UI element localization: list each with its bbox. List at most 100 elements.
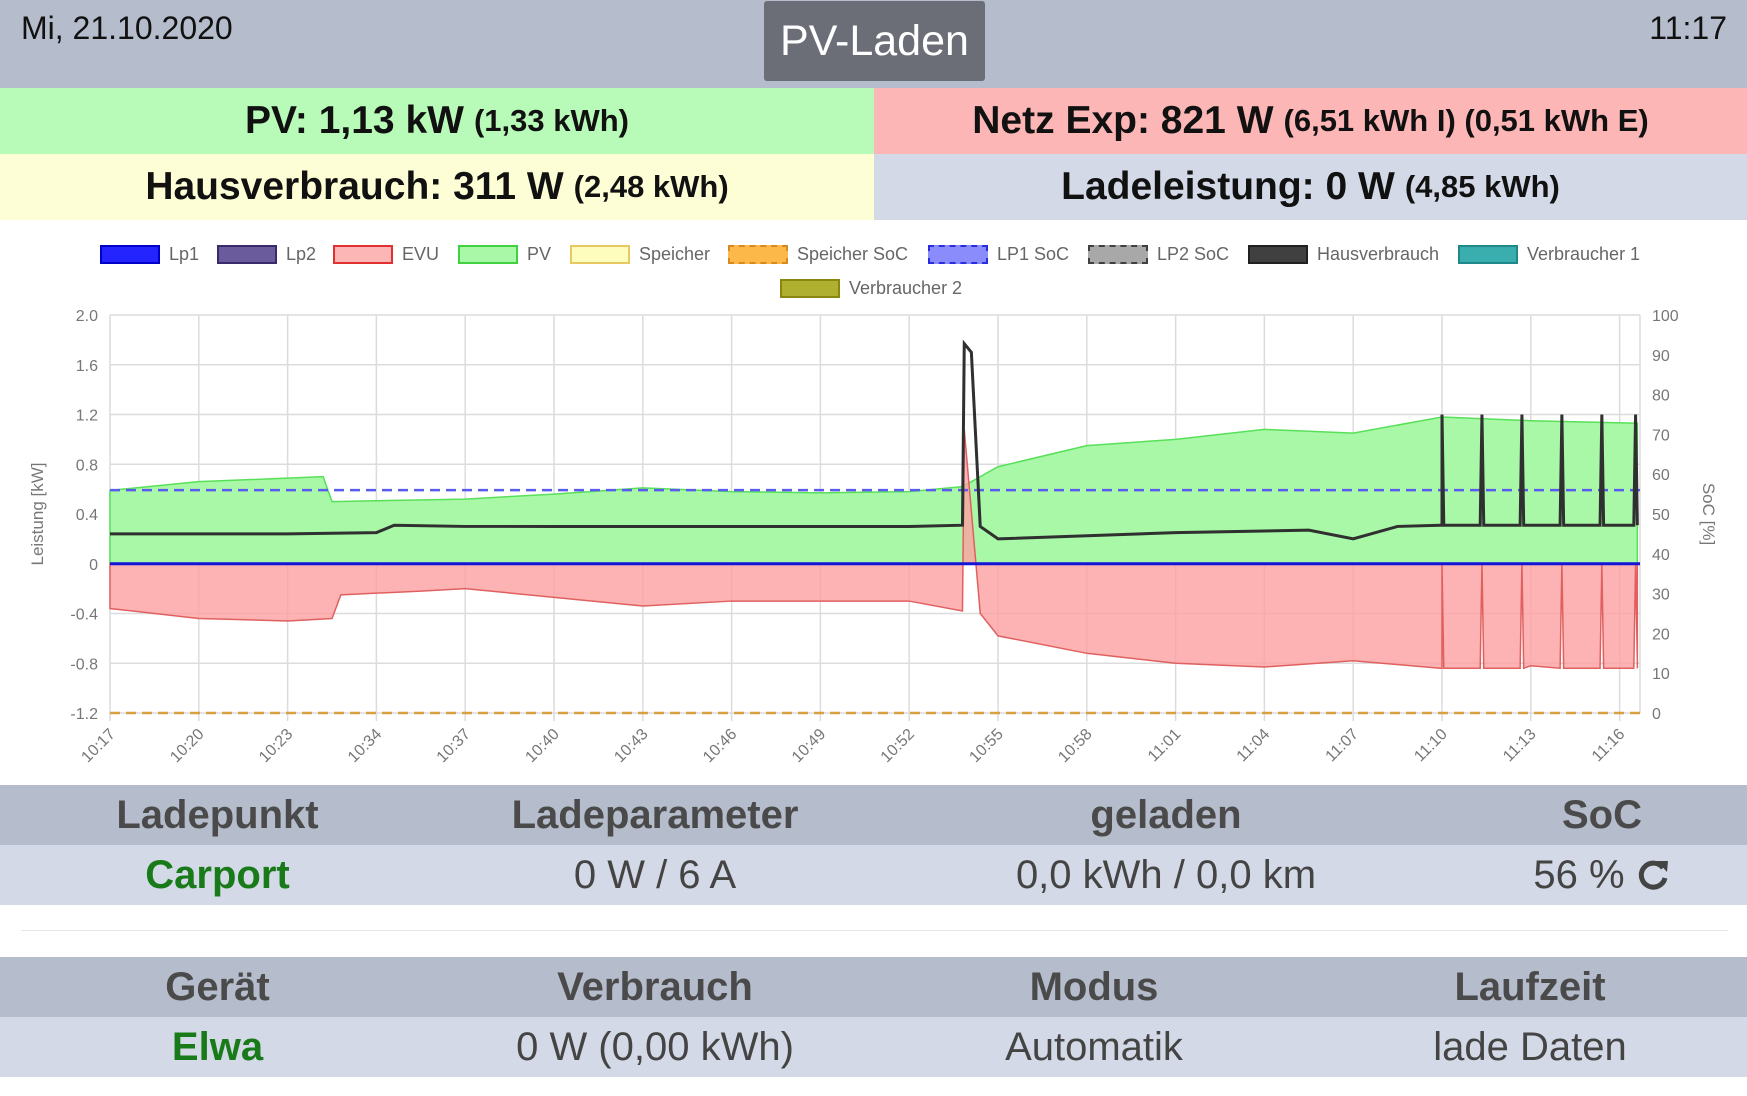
legend-swatch <box>780 279 840 298</box>
chargepoint-table-header: Ladepunkt Ladeparameter geladen SoC <box>0 785 1747 845</box>
legend-item[interactable]: LP2 SoC <box>1088 244 1229 265</box>
charged-amount: 0,0 kWh / 0,0 km <box>1015 852 1317 897</box>
legend-label: Hausverbrauch <box>1317 244 1440 264</box>
y-tick-label-right: 90 <box>1652 348 1670 365</box>
y-tick-label-right: 70 <box>1652 427 1670 444</box>
chargepoint-name[interactable]: Carport <box>145 852 290 897</box>
y-tick-label-left: 2.0 <box>76 308 98 325</box>
charge-power: Ladeleistung: 0 W <box>1061 165 1395 208</box>
device-row: Elwa 0 W (0,00 kWh) Automatik lade Daten <box>0 1017 1747 1077</box>
x-tick-label: 10:46 <box>700 726 740 766</box>
legend-item[interactable]: PV <box>458 244 551 265</box>
legend-item[interactable]: Verbraucher 2 <box>780 278 962 299</box>
x-tick-label: 11:10 <box>1411 726 1451 766</box>
x-tick-label: 11:04 <box>1234 726 1274 766</box>
chargepoint-row: Carport 0 W / 6 A 0,0 kWh / 0,0 km 56 % <box>0 845 1747 905</box>
legend-item[interactable]: EVU <box>333 244 439 265</box>
pv-summary: PV: 1,13 kW (1,33 kWh) <box>0 88 874 154</box>
current-date: Mi, 21.10.2020 <box>21 10 233 46</box>
chargepoint-table: Ladepunkt Ladeparameter geladen SoC Carp… <box>0 785 1747 905</box>
y-tick-label-right: 60 <box>1652 467 1670 484</box>
legend-item[interactable]: Speicher <box>570 244 710 265</box>
legend-swatch <box>728 245 788 264</box>
header-soc: SoC <box>1562 792 1642 837</box>
y-tick-label-right: 0 <box>1652 706 1661 723</box>
y-axis-title-right: SoC [%] <box>1699 483 1718 545</box>
legend-swatch <box>1248 245 1308 264</box>
house-power: Hausverbrauch: 311 W <box>145 165 564 208</box>
section-divider <box>21 930 1728 931</box>
y-tick-label-right: 80 <box>1652 388 1670 405</box>
legend-item[interactable]: Lp1 <box>100 244 199 265</box>
legend-label: Lp1 <box>169 244 200 264</box>
header-laufzeit: Laufzeit <box>1454 964 1606 1009</box>
y-tick-label-right: 10 <box>1652 666 1670 683</box>
y-tick-label-right: 100 <box>1652 308 1679 325</box>
refresh-icon[interactable] <box>1635 857 1671 893</box>
legend-item[interactable]: Lp2 <box>217 244 316 265</box>
x-tick-label: 10:40 <box>522 726 562 766</box>
device-consumption: 0 W (0,00 kWh) <box>516 1024 794 1069</box>
soc-cell: 56 % <box>1457 853 1747 898</box>
device-table-header: Gerät Verbrauch Modus Laufzeit <box>0 957 1747 1017</box>
house-summary: Hausverbrauch: 311 W (2,48 kWh) <box>0 154 874 220</box>
legend-swatch <box>570 245 630 264</box>
x-tick-label: 11:07 <box>1323 726 1363 766</box>
x-tick-label: 10:49 <box>789 726 829 766</box>
x-tick-label: 11:13 <box>1500 726 1540 766</box>
device-name[interactable]: Elwa <box>171 1024 264 1069</box>
x-tick-label: 10:43 <box>611 726 651 766</box>
soc-value: 56 % <box>1533 852 1625 897</box>
header-geraet: Gerät <box>165 964 270 1009</box>
charge-parameters[interactable]: 0 W / 6 A <box>573 852 737 897</box>
chart-legend: Lp1 Lp2 EVU PV Speicher Speicher SoC LP1 SoC LP… <box>0 220 1747 302</box>
y-tick-label-right: 50 <box>1652 507 1670 524</box>
pv-energy: (1,33 kWh) <box>473 103 629 138</box>
charge-mode-button[interactable]: PV-Laden <box>764 1 985 81</box>
y-tick-label-left: -0.8 <box>70 656 98 673</box>
charge-energy: (4,85 kWh) <box>1404 169 1560 204</box>
power-chart[interactable]: Lp1 Lp2 EVU PV Speicher Speicher SoC LP1 SoC LP… <box>0 220 1747 785</box>
y-tick-label-left: -0.4 <box>70 607 98 624</box>
legend-item[interactable]: Hausverbrauch <box>1248 244 1439 265</box>
x-tick-label: 10:52 <box>878 726 918 766</box>
legend-swatch <box>1088 245 1148 264</box>
legend-label: Verbraucher 1 <box>1527 244 1641 264</box>
header-verbrauch: Verbrauch <box>557 964 753 1009</box>
legend-swatch <box>928 245 988 264</box>
y-tick-label-left: 1.2 <box>76 408 98 425</box>
header-modus: Modus <box>1029 964 1159 1009</box>
legend-label: Verbraucher 2 <box>849 278 963 298</box>
y-tick-label-left: 0.8 <box>76 457 98 474</box>
device-table: Gerät Verbrauch Modus Laufzeit Elwa 0 W … <box>0 957 1747 1077</box>
legend-label: Lp2 <box>286 244 317 264</box>
y-tick-label-right: 40 <box>1652 547 1670 564</box>
y-tick-label-right: 30 <box>1652 587 1670 604</box>
hausverbrauch-line <box>110 339 1639 541</box>
header-geladen: geladen <box>1090 792 1242 837</box>
x-tick-label: 10:20 <box>167 726 207 766</box>
legend-swatch <box>458 245 518 264</box>
pv-power: PV: 1,13 kW <box>245 99 464 142</box>
house-energy: (2,48 kWh) <box>573 169 729 204</box>
device-runtime: lade Daten <box>1433 1024 1627 1069</box>
top-bar: Mi, 21.10.2020 PV-Laden 11:17 <box>0 0 1747 88</box>
evu-area <box>109 429 1639 670</box>
y-tick-label-left: 0 <box>89 557 98 574</box>
legend-item[interactable]: Verbraucher 1 <box>1458 244 1640 265</box>
legend-label: PV <box>527 244 552 264</box>
legend-swatch <box>217 245 277 264</box>
x-tick-label: 11:16 <box>1589 726 1629 766</box>
x-tick-label: 10:58 <box>1055 726 1095 766</box>
legend-item[interactable]: Speicher SoC <box>728 244 908 265</box>
legend-item[interactable]: LP1 SoC <box>928 244 1069 265</box>
grid-summary: Netz Exp: 821 W (6,51 kWh I) (0,51 kWh E… <box>874 88 1747 154</box>
legend-label: LP2 SoC <box>1157 244 1230 264</box>
legend-swatch <box>1458 245 1518 264</box>
y-axis-title-left: Leistung [kW] <box>28 463 47 566</box>
y-tick-label-right: 20 <box>1652 626 1670 643</box>
x-tick-label: 10:37 <box>434 726 474 766</box>
legend-label: Speicher <box>639 244 711 264</box>
x-tick-label: 10:34 <box>345 726 385 766</box>
device-mode[interactable]: Automatik <box>1005 1024 1183 1069</box>
